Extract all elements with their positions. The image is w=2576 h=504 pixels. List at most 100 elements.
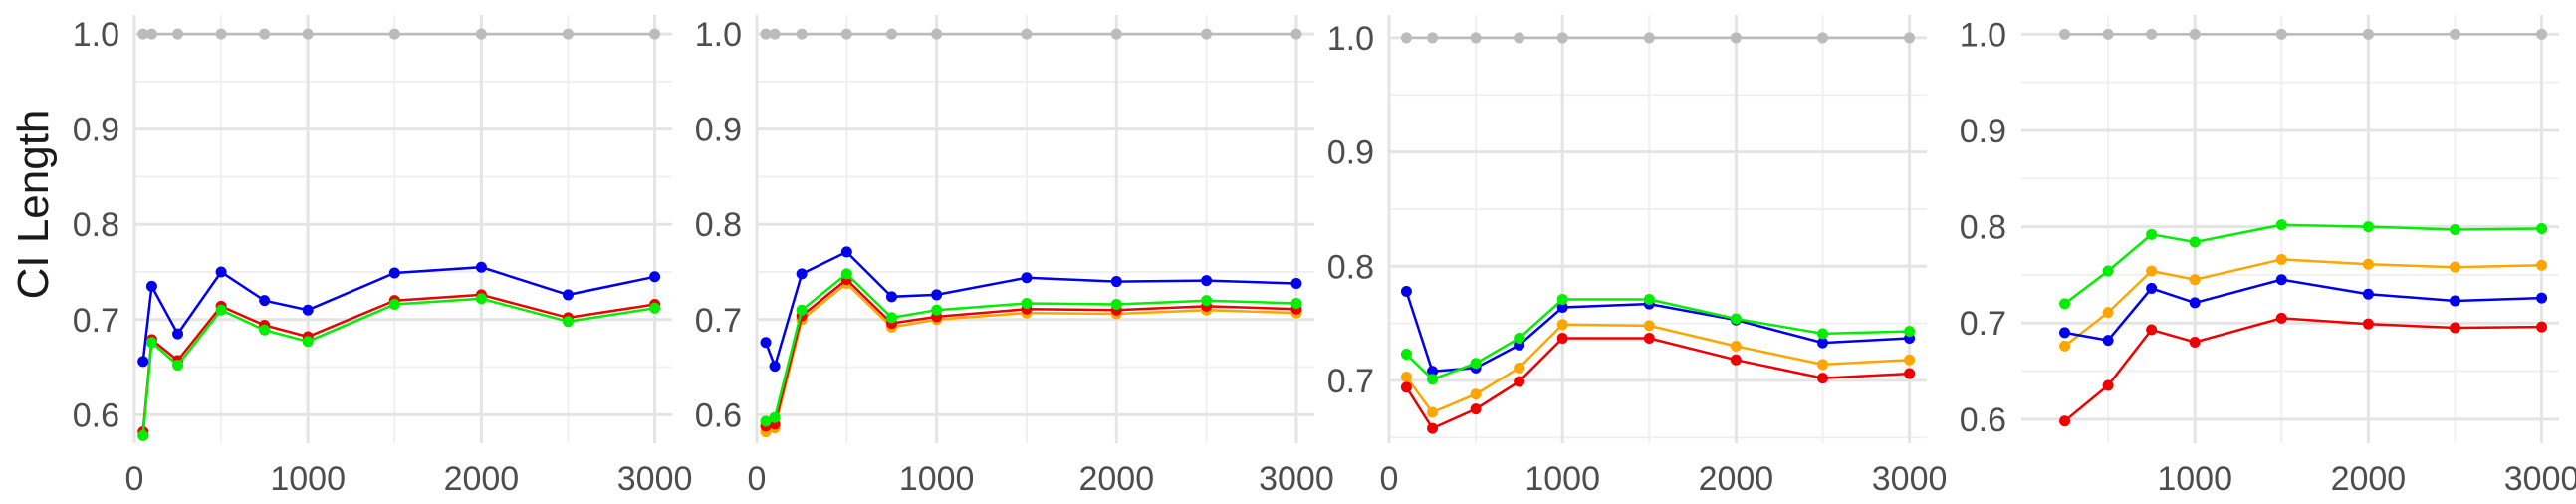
data-point-blue — [931, 289, 943, 301]
series-line-blue — [764, 250, 1296, 371]
y-tick-label: 0.6 — [695, 396, 742, 434]
data-point-gray — [562, 28, 574, 40]
data-point-orange — [1514, 362, 1525, 374]
data-point-orange — [1556, 319, 1568, 331]
data-point-blue — [2536, 292, 2548, 304]
data-point-gray — [1643, 32, 1655, 44]
series-green — [760, 268, 1302, 427]
x-tick-label: 3000 — [1872, 460, 1948, 498]
series-blue — [760, 246, 1302, 373]
data-point-green — [2189, 236, 2201, 248]
data-point-blue — [2189, 297, 2201, 309]
series-red — [760, 274, 1302, 432]
data-point-blue — [2146, 282, 2158, 294]
data-point-orange — [1643, 320, 1655, 332]
series-line-orange — [2063, 258, 2542, 348]
data-point-blue — [137, 356, 149, 368]
data-point-red — [2102, 379, 2114, 391]
data-point-gray — [1514, 32, 1525, 44]
y-tick-label: 1.0 — [1960, 16, 2006, 54]
data-point-red — [1400, 381, 1412, 393]
data-point-gray — [1201, 28, 1213, 40]
y-tick-label: 0.7 — [695, 302, 742, 340]
data-point-gray — [2449, 28, 2460, 40]
data-point-gray — [215, 28, 227, 40]
data-point-blue — [172, 328, 184, 340]
data-point-gray — [2059, 28, 2071, 40]
data-point-gray — [649, 28, 661, 40]
data-point-green — [172, 360, 184, 372]
data-point-gray — [137, 28, 149, 40]
y-tick-label: 0.7 — [1327, 363, 1374, 400]
y-tick-label: 0.8 — [73, 206, 119, 244]
data-point-gray — [2189, 28, 2201, 40]
series-line-blue — [2064, 278, 2542, 342]
series-blue — [137, 261, 661, 368]
x-tick-label: 1000 — [1524, 460, 1600, 498]
data-point-blue — [562, 289, 574, 301]
data-point-green — [760, 415, 772, 427]
data-point-blue — [2362, 288, 2374, 300]
y-tick-label: 0.9 — [73, 112, 119, 149]
data-point-blue — [1816, 337, 1828, 349]
data-point-gray — [172, 28, 184, 40]
data-point-blue — [840, 246, 852, 258]
x-tick-label: 3000 — [1259, 460, 1334, 498]
x-tick-label: 0 — [125, 460, 144, 498]
data-point-green — [2146, 228, 2158, 240]
data-point-orange — [1816, 359, 1828, 371]
data-point-blue — [475, 261, 487, 273]
x-tick-label: 1000 — [899, 460, 975, 498]
data-point-green — [649, 302, 661, 314]
data-point-green — [145, 337, 157, 349]
x-tick-label: 3000 — [617, 460, 693, 498]
series-line-red — [141, 293, 655, 432]
data-point-red — [1427, 422, 1439, 434]
data-point-blue — [1201, 275, 1213, 287]
data-point-gray — [1816, 32, 1828, 44]
series-gray — [1400, 32, 1916, 44]
y-tick-label: 0.8 — [1327, 248, 1374, 286]
series-gray — [137, 28, 661, 40]
y-tick-label: 0.8 — [1960, 209, 2006, 247]
data-point-orange — [2146, 265, 2158, 277]
x-tick-label: 1000 — [2157, 460, 2232, 498]
data-point-green — [562, 316, 574, 328]
data-point-red — [2059, 415, 2071, 427]
data-point-blue — [215, 266, 227, 278]
data-point-green — [1400, 349, 1412, 361]
data-point-green — [2536, 223, 2548, 235]
data-point-gray — [388, 28, 400, 40]
data-point-red — [1470, 403, 1482, 415]
data-point-blue — [259, 295, 271, 307]
series-red — [1400, 333, 1916, 434]
data-point-green — [215, 304, 227, 316]
y-tick-label: 0.7 — [73, 302, 119, 340]
data-point-blue — [1400, 285, 1412, 297]
data-point-green — [388, 298, 400, 310]
data-point-green — [1110, 298, 1122, 310]
y-tick-label: 1.0 — [1327, 20, 1374, 58]
y-tick-label: 0.6 — [73, 396, 119, 434]
data-point-gray — [885, 28, 897, 40]
x-tick-label: 2000 — [2331, 460, 2407, 498]
data-point-red — [1643, 333, 1655, 345]
chart-panel-1: 0 1000 2000 3000 0.6 0.7 0.8 0.9 1.0 — [73, 15, 693, 498]
data-point-red — [1730, 354, 1742, 366]
data-point-green — [931, 304, 943, 316]
x-tick-label: 2000 — [1699, 460, 1774, 498]
data-point-orange — [1400, 371, 1412, 382]
chart-panel-2: 0 1000 2000 3000 0.6 0.7 0.8 0.9 1.0 — [695, 15, 1334, 498]
y-tick-label: 0.8 — [695, 206, 742, 244]
data-point-red — [1816, 373, 1828, 384]
series-line-red — [1405, 337, 1910, 430]
data-point-blue — [302, 304, 314, 316]
data-point-gray — [1730, 32, 1742, 44]
x-tick-label: 1000 — [270, 460, 346, 498]
series-line-blue — [141, 265, 655, 362]
series-line-green — [765, 272, 1296, 423]
data-point-green — [1021, 298, 1033, 310]
data-point-green — [1904, 326, 1916, 338]
series-green — [1400, 294, 1916, 385]
data-point-gray — [1110, 28, 1122, 40]
